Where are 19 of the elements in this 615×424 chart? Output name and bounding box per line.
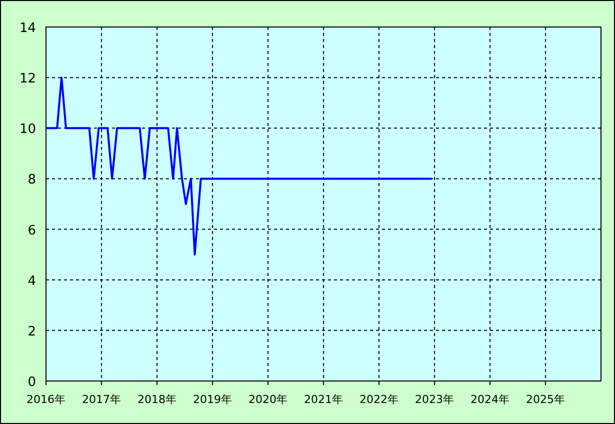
y-tick-label: 2 [28, 324, 36, 340]
x-tick-label: 2023年 [415, 393, 454, 406]
y-tick-label: 0 [28, 375, 36, 390]
x-tick-label: 2018年 [138, 393, 176, 406]
x-tick-label: 2021年 [304, 393, 343, 406]
x-tick-label: 2019年 [193, 393, 232, 406]
y-tick-label: 10 [19, 122, 36, 138]
y-tick-label: 4 [28, 274, 36, 289]
line-series [45, 76, 433, 256]
x-tick-label: 2024年 [470, 393, 510, 406]
x-tick-label: 2025年 [526, 393, 565, 406]
y-tick-label: 14 [19, 21, 36, 36]
y-tick-label: 12 [19, 72, 36, 87]
x-tick-label: 2016年 [26, 393, 66, 406]
x-tick-label: 2020年 [248, 393, 288, 406]
y-tick-label: 8 [28, 172, 36, 188]
x-tick-label: 2022年 [360, 393, 398, 406]
y-tick-label: 6 [28, 223, 36, 238]
x-tick-label: 2017年 [82, 393, 121, 406]
